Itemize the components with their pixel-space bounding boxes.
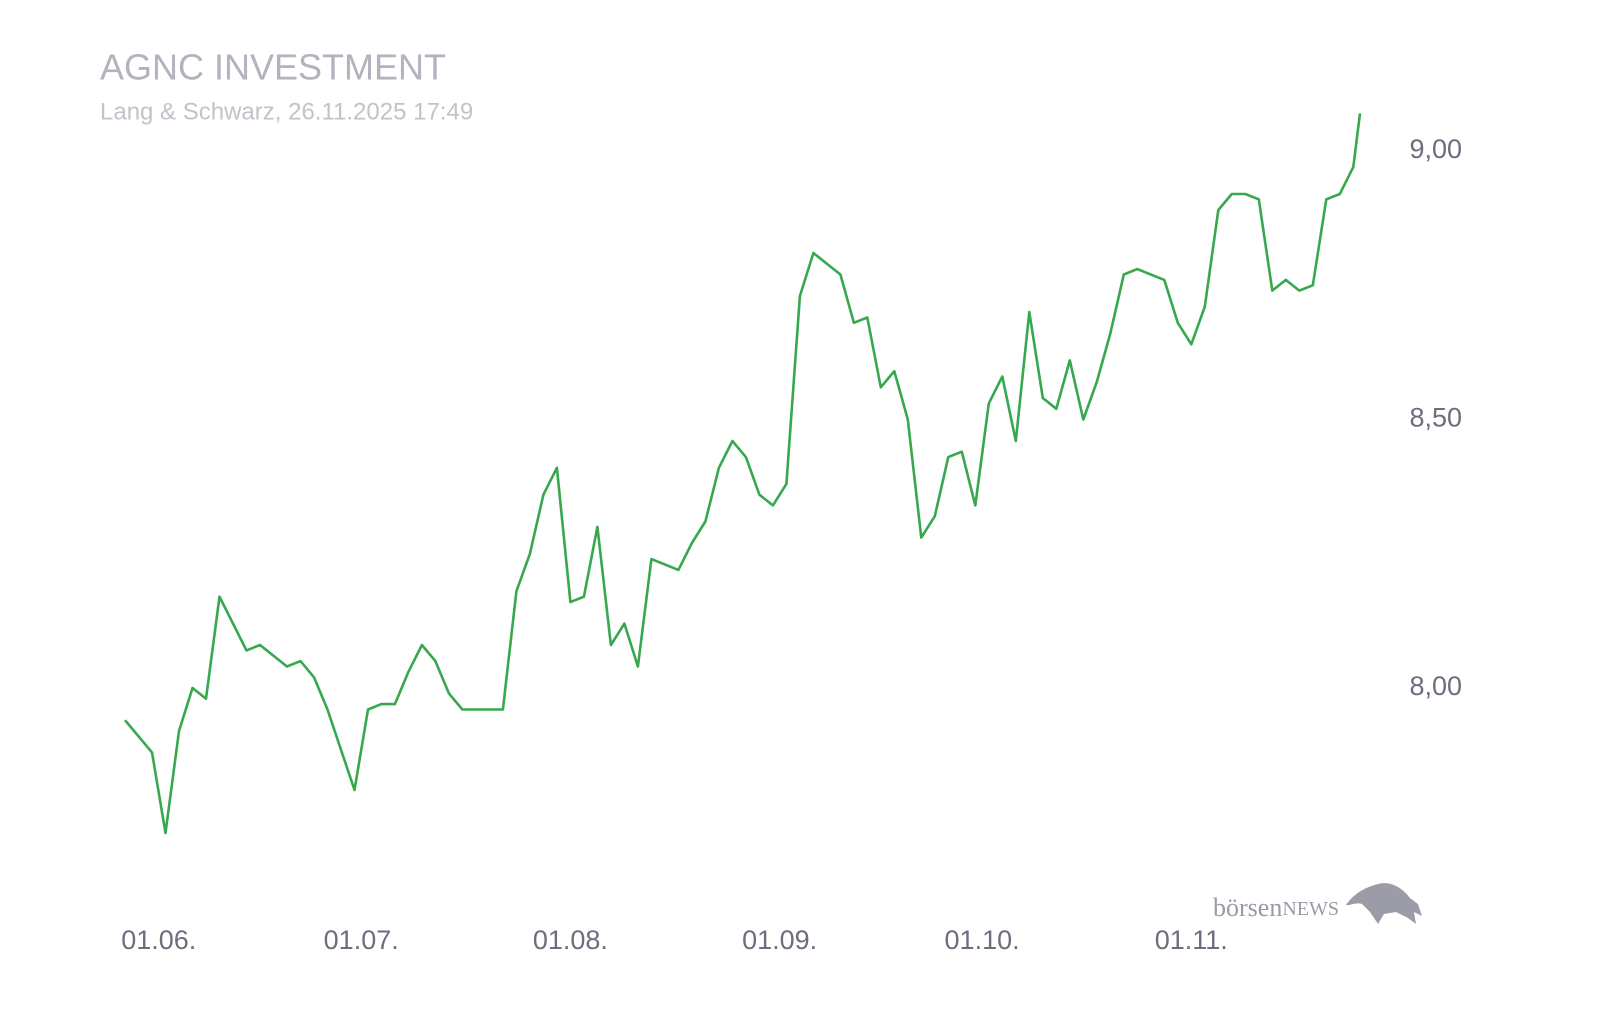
x-tick-label: 01.06. xyxy=(121,925,196,955)
watermark: börsenNEWS xyxy=(1213,883,1422,924)
chart-subtitle: Lang & Schwarz, 26.11.2025 17:49 xyxy=(100,98,473,125)
x-tick-label: 01.08. xyxy=(533,925,608,955)
watermark-prefix: börsen xyxy=(1213,893,1282,922)
watermark-bull xyxy=(1346,883,1422,924)
y-tick-label: 9,00 xyxy=(1409,134,1462,164)
x-tick-label: 01.11. xyxy=(1155,925,1228,955)
y-tick-label: 8,00 xyxy=(1409,671,1462,701)
y-tick-label: 8,50 xyxy=(1409,403,1462,433)
x-tick-label: 01.09. xyxy=(742,925,817,955)
line-series xyxy=(124,113,1362,835)
x-tick-label: 01.07. xyxy=(324,925,399,955)
chart-title: AGNC INVESTMENT xyxy=(100,47,446,88)
watermark-suffix: NEWS xyxy=(1282,898,1339,920)
watermark-text: börsenNEWS xyxy=(1213,893,1339,922)
x-tick-label: 01.10. xyxy=(945,925,1020,955)
